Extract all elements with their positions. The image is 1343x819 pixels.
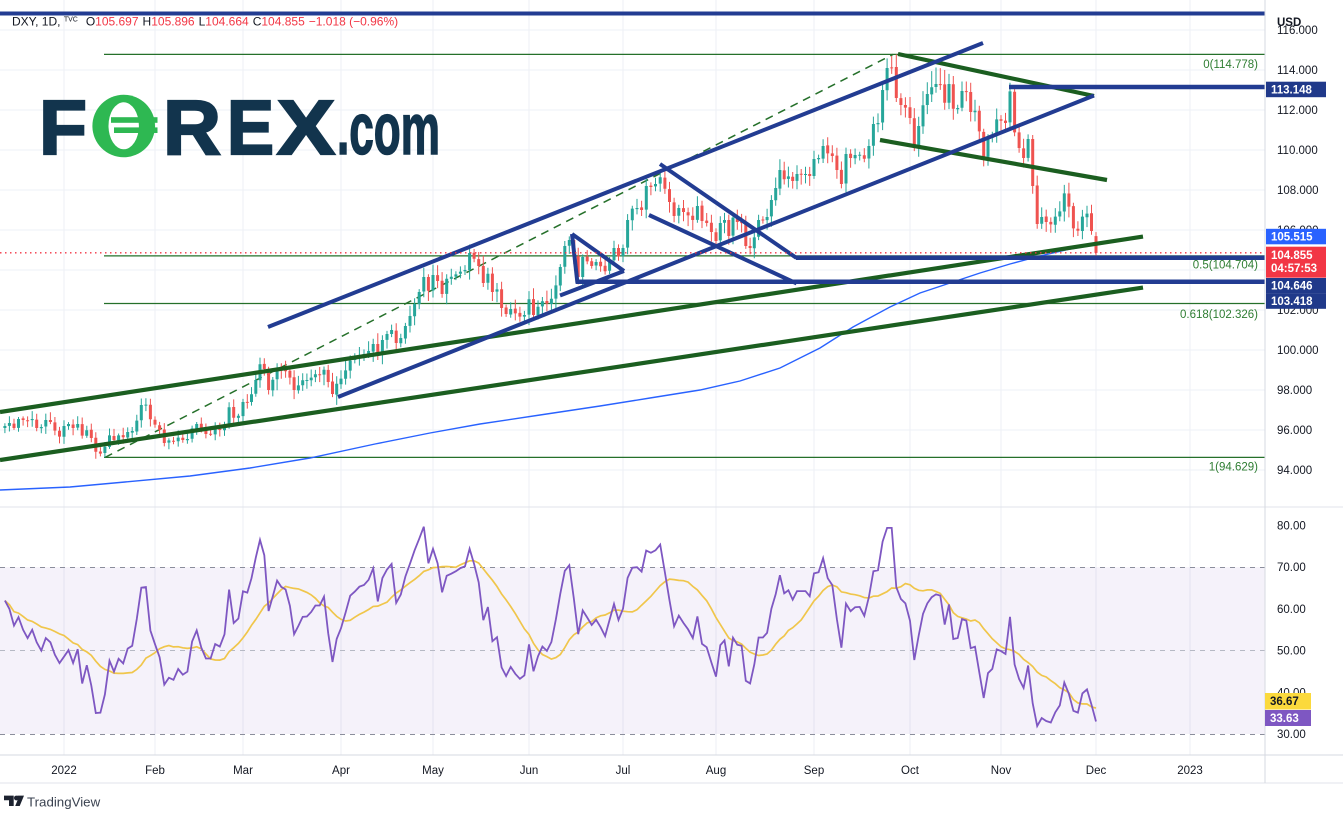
svg-text:Oct: Oct: [901, 765, 920, 777]
svg-text:104.855: 104.855: [1271, 250, 1313, 262]
svg-text:Nov: Nov: [991, 765, 1012, 777]
svg-text:30.00: 30.00: [1277, 729, 1306, 741]
svg-text:R: R: [163, 85, 221, 171]
svg-text:0.5(104.704): 0.5(104.704): [1193, 260, 1258, 272]
svg-text:.com: .com: [337, 90, 440, 170]
svg-text:04:57:53: 04:57:53: [1271, 263, 1317, 275]
svg-text:114.000: 114.000: [1277, 65, 1318, 77]
svg-text:104.646: 104.646: [1271, 281, 1313, 293]
svg-text:50.00: 50.00: [1277, 646, 1306, 658]
svg-text:108.000: 108.000: [1277, 185, 1319, 197]
svg-text:60.00: 60.00: [1277, 604, 1306, 616]
svg-text:98.000: 98.000: [1277, 385, 1312, 397]
svg-text:36.67: 36.67: [1270, 696, 1299, 708]
svg-text:100.000: 100.000: [1277, 345, 1319, 357]
svg-text:113.148: 113.148: [1271, 84, 1313, 96]
svg-text:94.000: 94.000: [1277, 465, 1312, 477]
svg-text:Sep: Sep: [804, 765, 824, 777]
svg-text:USD: USD: [1277, 17, 1301, 29]
svg-text:0.618(102.326): 0.618(102.326): [1180, 309, 1258, 321]
svg-text:33.63: 33.63: [1270, 713, 1299, 725]
svg-text:1(94.629): 1(94.629): [1209, 462, 1258, 474]
svg-text:70.00: 70.00: [1277, 562, 1306, 574]
svg-text:X: X: [277, 85, 335, 171]
svg-text:TradingView: TradingView: [27, 795, 101, 810]
svg-text:Jul: Jul: [616, 765, 631, 777]
svg-text:May: May: [422, 765, 444, 777]
svg-text:Mar: Mar: [233, 765, 253, 777]
svg-text:80.00: 80.00: [1277, 521, 1306, 533]
svg-text:110.000: 110.000: [1277, 145, 1318, 157]
svg-text:96.000: 96.000: [1277, 425, 1312, 437]
svg-text:2022: 2022: [51, 765, 77, 777]
svg-text:E: E: [227, 85, 274, 171]
svg-text:0(114.778): 0(114.778): [1203, 59, 1258, 71]
svg-text:2023: 2023: [1177, 765, 1203, 777]
svg-text:Jun: Jun: [520, 765, 539, 777]
svg-text:116.000: 116.000: [1277, 25, 1318, 37]
svg-text:Apr: Apr: [332, 765, 350, 777]
svg-text:Feb: Feb: [145, 765, 165, 777]
svg-text:103.418: 103.418: [1271, 296, 1313, 308]
svg-text:112.000: 112.000: [1277, 105, 1318, 117]
svg-text:105.515: 105.515: [1271, 232, 1313, 244]
svg-text:Dec: Dec: [1086, 765, 1107, 777]
svg-text:Aug: Aug: [706, 765, 726, 777]
svg-text:F: F: [39, 85, 87, 171]
